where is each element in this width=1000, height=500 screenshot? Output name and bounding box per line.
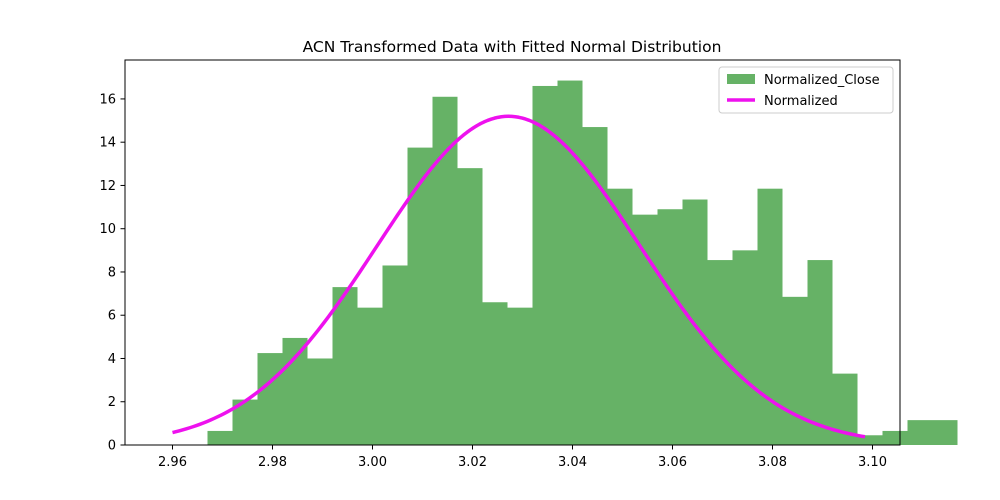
y-tick-label: 6: [108, 309, 116, 324]
histogram-bar: [857, 435, 883, 445]
histogram-bar: [432, 96, 458, 446]
x-tick-label: 3.10: [858, 455, 887, 470]
histogram-bar: [907, 420, 933, 445]
histogram-bar: [882, 430, 908, 445]
y-axis: 0 2 4 6 8 10 12 14 16: [99, 92, 125, 454]
histogram-bar: [307, 358, 333, 445]
histogram-bar: [807, 260, 833, 445]
y-tick-label: 10: [99, 222, 116, 237]
y-tick-label: 0: [108, 439, 116, 454]
histogram-bar: [457, 168, 483, 445]
histogram-bar: [782, 296, 808, 445]
histogram-bar: [532, 85, 558, 446]
x-tick-label: 3.06: [658, 455, 687, 470]
x-tick-label: 3.02: [458, 455, 487, 470]
histogram-bar: [557, 80, 583, 446]
plot-frame: [124, 59, 901, 446]
x-tick-label: 3.08: [758, 455, 787, 470]
histogram-bar: [282, 337, 308, 445]
histogram-bar: [582, 127, 608, 446]
normal-fit-curve: [172, 114, 866, 439]
legend-swatch-histogram: [727, 74, 755, 84]
histogram-bar: [682, 199, 708, 445]
histogram-bar: [482, 302, 508, 445]
y-tick-label: 4: [108, 352, 116, 367]
normal-curve-layer: [172, 114, 866, 439]
histogram-bars: [207, 80, 958, 446]
y-tick-label: 8: [108, 265, 116, 280]
legend-label: Normalized_Close: [764, 73, 880, 88]
y-tick-label: 14: [99, 136, 116, 151]
x-tick-label: 2.96: [158, 455, 187, 470]
x-tick-label: 3.00: [358, 455, 387, 470]
histogram-bar: [732, 250, 758, 445]
legend-label: Normalized: [764, 94, 838, 109]
histogram-bar: [207, 430, 233, 445]
x-tick-label: 3.04: [558, 455, 587, 470]
histogram-bar: [332, 287, 358, 445]
legend-box: [718, 66, 894, 114]
y-tick-label: 2: [108, 395, 116, 410]
histogram-bar: [507, 307, 533, 445]
histogram-bar: [932, 420, 958, 445]
histogram-bar: [707, 260, 733, 445]
histogram-bar: [257, 353, 283, 445]
x-axis: 2.96 2.98 3.00 3.02 3.04 3.06 3.08 3.10: [158, 445, 887, 470]
histogram-bar: [357, 307, 383, 445]
chart-title: ACN Transformed Data with Fitted Normal …: [303, 38, 722, 56]
legend: Normalized_Close Normalized: [718, 66, 894, 114]
y-tick-label: 12: [99, 179, 116, 194]
histogram-bar: [757, 188, 783, 445]
y-tick-label: 16: [99, 92, 116, 107]
histogram-bar: [632, 214, 658, 445]
x-tick-label: 2.98: [258, 455, 287, 470]
histogram-bar: [382, 265, 408, 445]
histogram-bar: [657, 209, 683, 445]
